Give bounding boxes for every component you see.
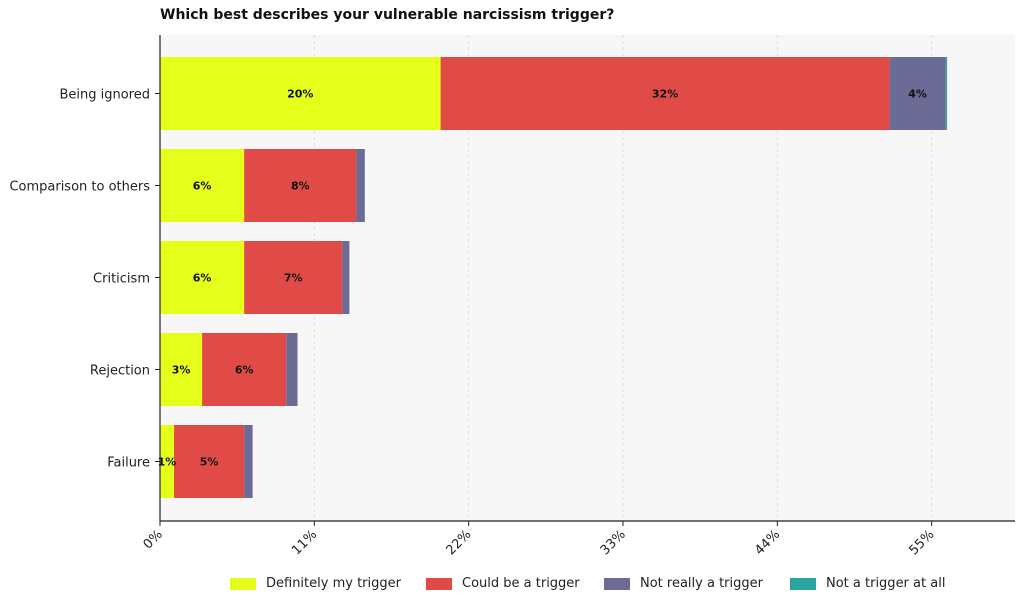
category-label-layer: Being ignored Comparison to others Critici… (9, 88, 160, 471)
bar-not-really-a-trigger-rejection (286, 333, 298, 406)
bar-definitely-my-trigger-comparison-to-others (160, 149, 245, 222)
legend-swatch (790, 577, 816, 590)
bar-could-be-a-trigger-comparison-to-others (244, 149, 357, 222)
bar-value-label: 32% (652, 88, 678, 101)
x-tick-label: 0% (141, 527, 166, 552)
bar-definitely-my-trigger-criticism (160, 241, 245, 314)
x-tick-label: 33% (598, 527, 629, 558)
bar-value-label: 20% (287, 88, 313, 101)
legend-item-not-really-a-trigger: Not really a trigger (604, 576, 763, 591)
x-tick-label: 44% (752, 527, 783, 558)
x-tick-label: 22% (443, 527, 474, 558)
category-label-failure: Failure (107, 456, 150, 471)
bar-definitely-my-trigger-being-ignored (160, 57, 441, 130)
legend-label: Could be a trigger (462, 576, 580, 591)
category-label-rejection: Rejection (90, 364, 150, 379)
bar-not-a-trigger-at-all-being-ignored (945, 57, 948, 130)
legend-swatch (230, 577, 256, 590)
bar-not-really-a-trigger-being-ignored (889, 57, 946, 130)
bars-layer (160, 57, 948, 498)
bar-could-be-a-trigger-being-ignored (440, 57, 890, 130)
bar-definitely-my-trigger-failure (160, 425, 175, 498)
bar-not-really-a-trigger-failure (244, 425, 253, 498)
legend-item-definitely-my-trigger: Definitely my trigger (230, 576, 401, 591)
legend-label: Definitely my trigger (266, 576, 401, 591)
legend: Definitely my trigger Could be a trigger N… (0, 576, 1024, 598)
bar-definitely-my-trigger-rejection (160, 333, 203, 406)
bar-could-be-a-trigger-failure (174, 425, 245, 498)
bar-value-label: 8% (291, 180, 310, 193)
category-label-comparison-to-others: Comparison to others (9, 180, 150, 195)
chart-title: Which best describes your vulnerable nar… (160, 7, 615, 23)
bar-could-be-a-trigger-rejection (202, 333, 287, 406)
bar-value-label: 4% (908, 88, 927, 101)
category-label-criticism: Criticism (93, 272, 150, 287)
legend-swatch (604, 577, 630, 590)
bar-not-really-a-trigger-comparison-to-others (356, 149, 365, 222)
x-tick-layer: 0% 11% 22% 33% 44% 55% (141, 521, 937, 558)
legend-swatch (426, 577, 452, 590)
legend-item-could-be-a-trigger: Could be a trigger (426, 576, 580, 591)
category-label-being-ignored: Being ignored (59, 88, 150, 103)
bar-labels-layer: 20% 32% 4% 6% 8% 6% 7% 3% 6% 1% 5% (158, 88, 927, 469)
bar-value-label: 5% (200, 456, 219, 469)
bar-not-really-a-trigger-criticism (342, 241, 350, 314)
bar-value-label: 1% (158, 456, 177, 469)
bar-value-label: 6% (193, 180, 212, 193)
x-tick-label: 11% (289, 527, 320, 558)
bar-value-label: 3% (172, 364, 191, 377)
bar-value-label: 6% (193, 272, 212, 285)
legend-label: Not really a trigger (640, 576, 763, 591)
bar-could-be-a-trigger-criticism (244, 241, 343, 314)
x-tick-label: 55% (906, 527, 937, 558)
legend-item-not-a-trigger-at-all: Not a trigger at all (790, 576, 945, 591)
legend-label: Not a trigger at all (826, 576, 946, 591)
bar-value-label: 6% (235, 364, 254, 377)
bar-value-label: 7% (284, 272, 303, 285)
